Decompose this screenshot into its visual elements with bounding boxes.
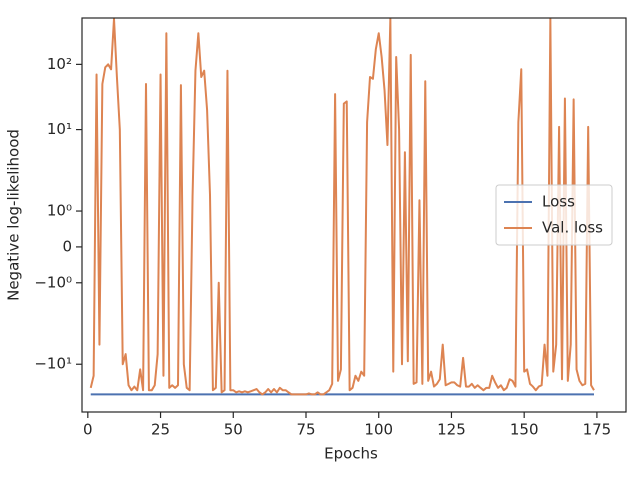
x-tick-label: 0: [83, 421, 93, 439]
x-tick-label: 100: [364, 421, 393, 439]
axes-frame: [81, 17, 627, 413]
y-tick-label: −10⁰: [34, 273, 72, 291]
x-tick-label: 150: [510, 421, 539, 439]
x-axis-label: Epochs: [324, 445, 378, 463]
x-tick-label: 175: [583, 421, 612, 439]
y-axis-label: Negative log-likelihood: [5, 129, 23, 301]
plot-area: [89, 18, 595, 396]
x-tick-label: 125: [437, 421, 466, 439]
x-tick-label: 25: [151, 421, 170, 439]
x-tick-label: 75: [296, 421, 315, 439]
legend-label: Val. loss: [542, 219, 603, 237]
y-tick-label: −10¹: [34, 355, 72, 373]
y-tick-label: 0: [62, 237, 72, 255]
legend-label: Loss: [542, 193, 575, 211]
x-tick-label: 50: [224, 421, 243, 439]
legend-box: [495, 184, 613, 246]
y-tick-label: 10⁰: [47, 202, 72, 220]
y-tick-label: 10¹: [47, 120, 72, 138]
y-tick-label: 10²: [47, 55, 72, 73]
series-line: [89, 18, 595, 396]
